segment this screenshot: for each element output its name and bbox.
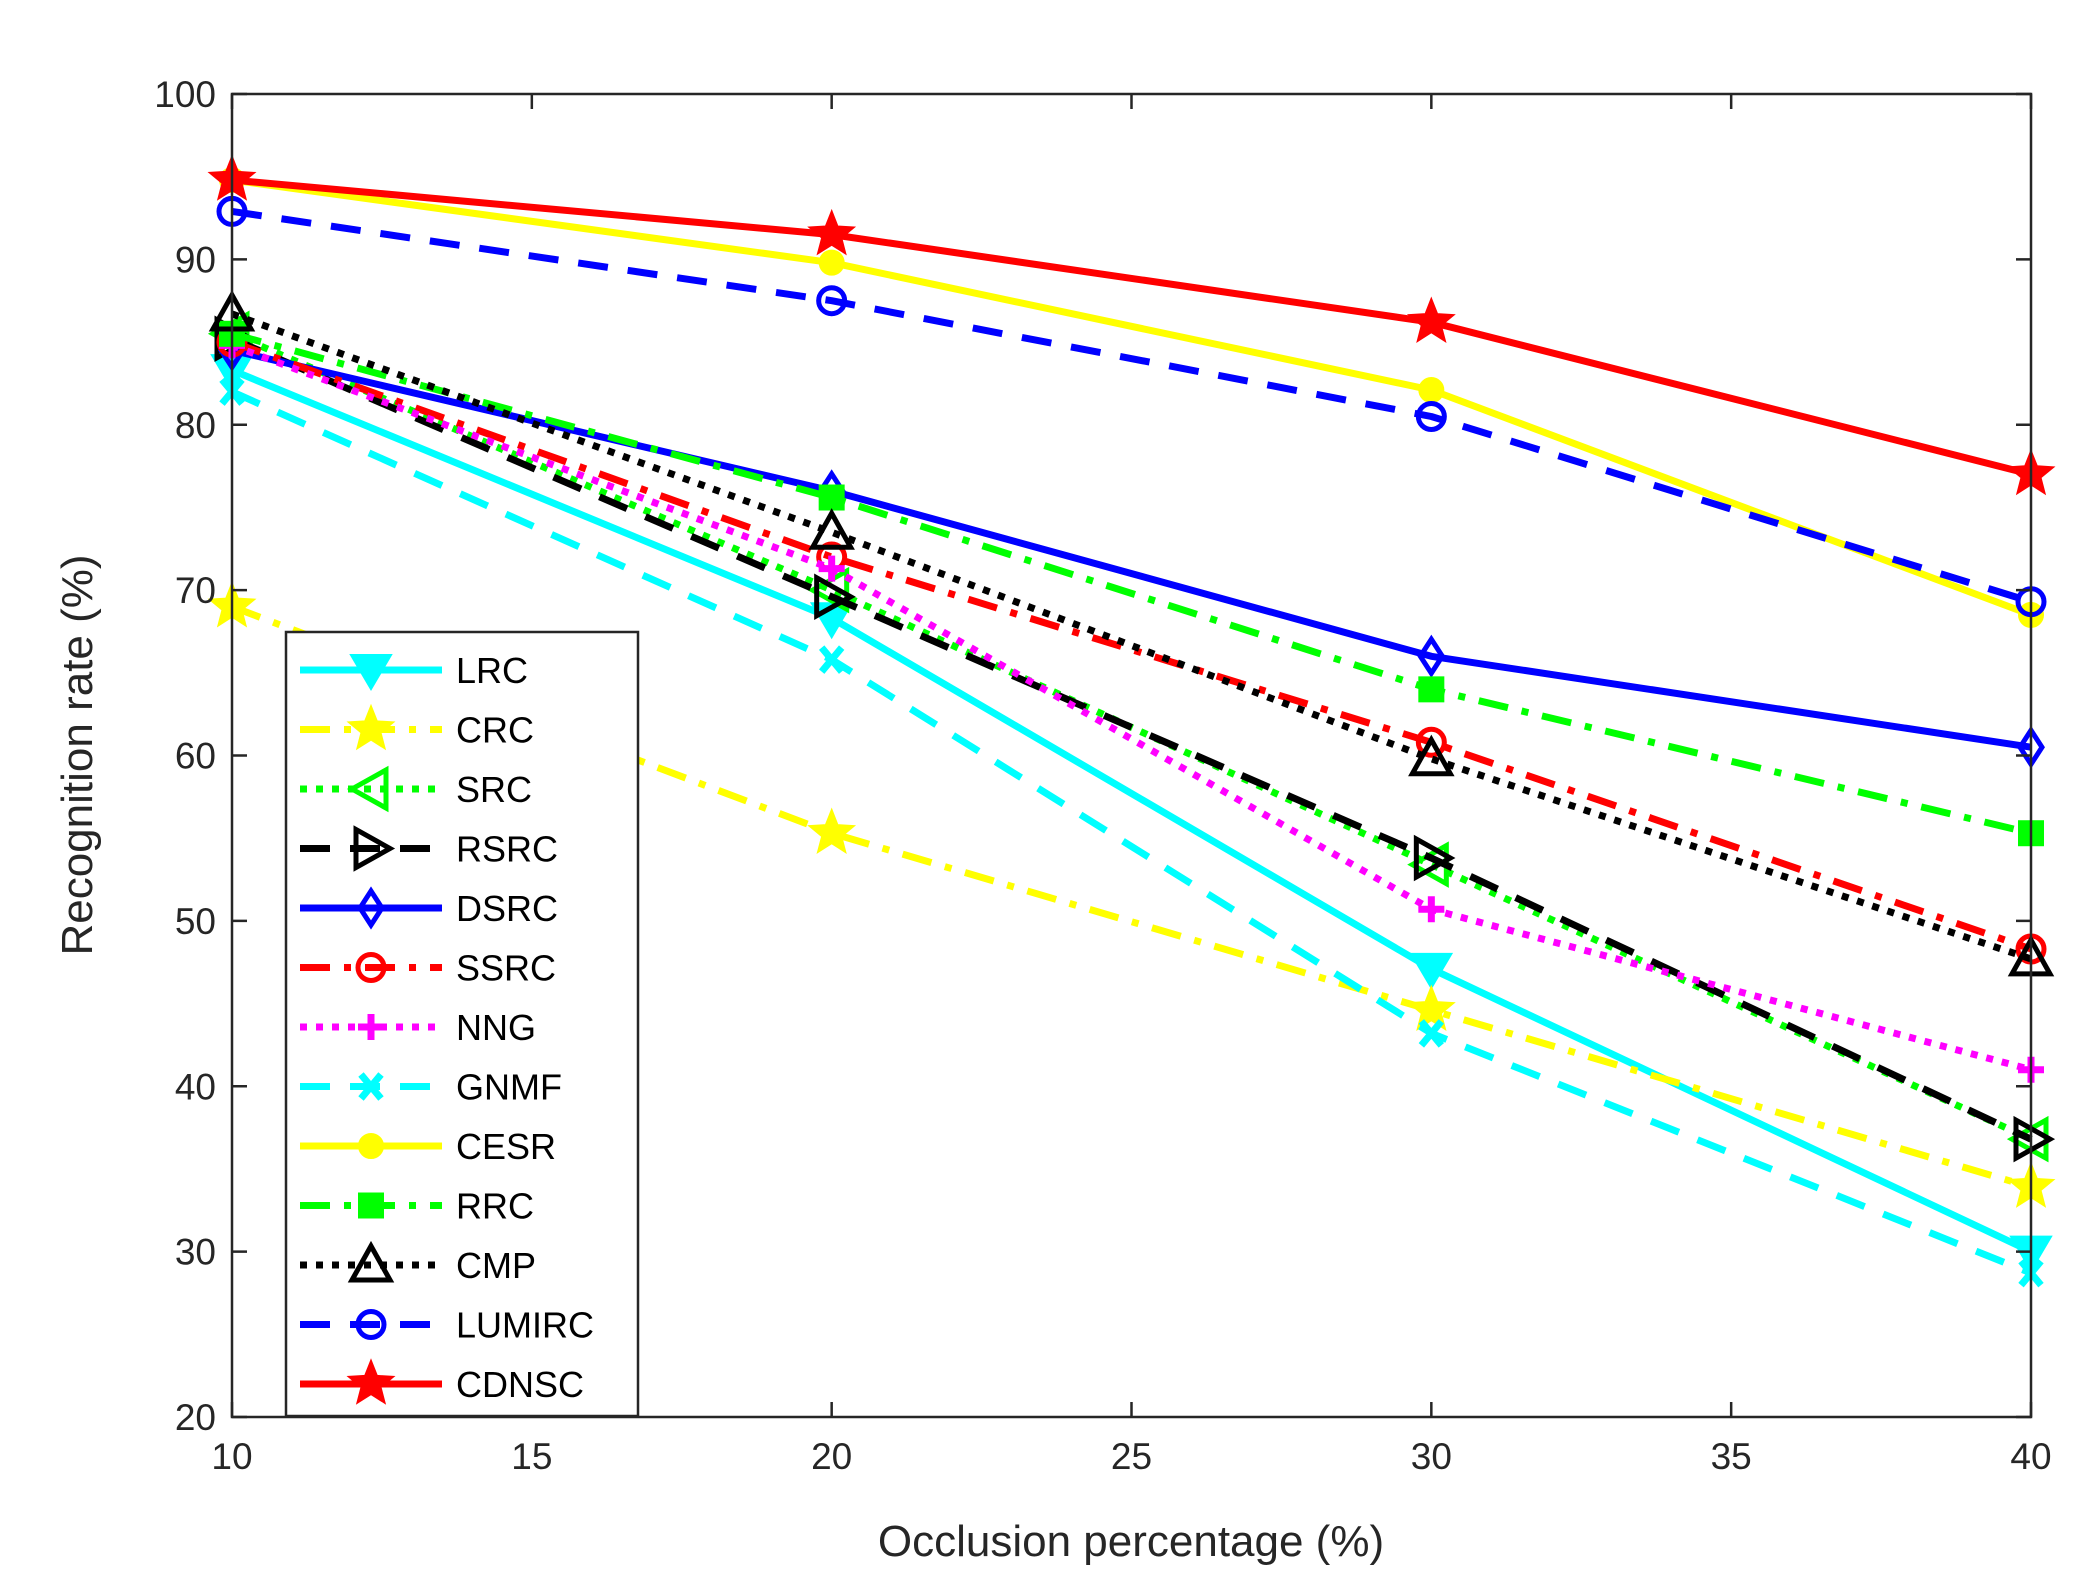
legend-marker-cdnsc bbox=[346, 1358, 396, 1405]
legend-marker-nng bbox=[358, 1014, 384, 1040]
data-point-rsrc bbox=[2013, 1115, 2056, 1163]
data-point-cdnsc bbox=[1406, 296, 1456, 344]
legend-label-ssrc: SSRC bbox=[456, 948, 556, 989]
legend-marker-ssrc bbox=[355, 952, 387, 983]
x-tick-label: 15 bbox=[511, 1436, 552, 1477]
y-tick-label: 70 bbox=[175, 570, 216, 611]
data-point-nng bbox=[818, 555, 845, 582]
legend-label-cesr: CESR bbox=[456, 1126, 556, 1167]
y-tick-label: 60 bbox=[175, 736, 216, 777]
y-tick-label: 40 bbox=[175, 1066, 216, 1107]
series-line-cesr bbox=[231, 176, 2033, 619]
x-axis-label: Occlusion percentage (%) bbox=[878, 1517, 1384, 1566]
y-axis-label: Recognition rate (%) bbox=[53, 554, 102, 955]
data-point-cdnsc bbox=[807, 208, 857, 256]
y-tick-label: 80 bbox=[175, 405, 216, 446]
legend-marker-lumirc bbox=[355, 1309, 387, 1340]
x-tick-label: 10 bbox=[211, 1436, 252, 1477]
series-line-dsrc bbox=[231, 346, 2032, 751]
series-cmp bbox=[208, 289, 2055, 977]
data-point-lumirc bbox=[816, 285, 848, 317]
x-tick-label: 30 bbox=[1411, 1436, 1452, 1477]
legend-label-nng: NNG bbox=[456, 1007, 536, 1048]
y-tick-label: 50 bbox=[175, 901, 216, 942]
data-point-gnmf bbox=[818, 645, 845, 674]
legend-label-src: SRC bbox=[456, 769, 532, 810]
x-tick-label: 40 bbox=[2010, 1436, 2051, 1477]
legend-marker-crc bbox=[346, 703, 396, 751]
legend-label-dsrc: DSRC bbox=[456, 888, 558, 929]
data-point-crc bbox=[807, 807, 857, 855]
legend-entry-rrc: RRC bbox=[300, 1186, 534, 1227]
y-tick-label: 100 bbox=[154, 74, 216, 115]
data-point-rsrc bbox=[1413, 834, 1456, 882]
legend-entry-cesr: CESR bbox=[300, 1126, 556, 1167]
data-point-rsrc bbox=[814, 573, 856, 621]
legend-label-gnmf: GNMF bbox=[456, 1067, 562, 1108]
legend-entry-ssrc: SSRC bbox=[300, 948, 556, 989]
legend-entry-crc: CRC bbox=[300, 703, 534, 751]
data-point-gnmf bbox=[1418, 1019, 1445, 1048]
legend-label-lumirc: LUMIRC bbox=[456, 1305, 594, 1346]
data-point-lrc bbox=[1409, 952, 1454, 990]
legend-entry-src: SRC bbox=[300, 765, 532, 813]
legend-entry-lumirc: LUMIRC bbox=[300, 1305, 594, 1346]
legend-entry-lrc: LRC bbox=[300, 650, 528, 691]
series-line-rrc bbox=[231, 330, 2032, 837]
legend-label-crc: CRC bbox=[456, 710, 534, 751]
data-point-cmp bbox=[808, 508, 855, 550]
x-tick-label: 20 bbox=[811, 1436, 852, 1477]
data-point-cmp bbox=[1408, 734, 1455, 777]
legend-marker-rrc bbox=[358, 1192, 384, 1219]
legend-entry-cmp: CMP bbox=[300, 1240, 536, 1286]
legend-marker-rsrc bbox=[353, 825, 396, 872]
y-tick-label: 20 bbox=[175, 1397, 216, 1438]
legend-entry-gnmf: GNMF bbox=[300, 1067, 562, 1108]
series-line-ssrc bbox=[230, 338, 2033, 953]
legend-entry-dsrc: DSRC bbox=[300, 886, 558, 930]
legend-marker-dsrc bbox=[357, 886, 385, 930]
legend-marker-lrc bbox=[349, 654, 393, 691]
data-point-crc bbox=[1406, 984, 1456, 1032]
legend-marker-cesr bbox=[358, 1133, 384, 1159]
legend-entry-nng: NNG bbox=[300, 1007, 536, 1048]
legend-label-lrc: LRC bbox=[456, 650, 528, 691]
series-rrc bbox=[219, 320, 2044, 847]
legend-label-cdnsc: CDNSC bbox=[456, 1364, 584, 1405]
data-point-ssrc bbox=[1415, 726, 1447, 758]
legend-marker-gnmf bbox=[358, 1072, 384, 1101]
series-line-gnmf bbox=[230, 388, 2033, 1277]
data-point-cesr bbox=[1418, 377, 1445, 404]
x-tick-label: 25 bbox=[1111, 1436, 1152, 1477]
data-point-rrc bbox=[1418, 676, 1445, 703]
ticks-layer: 10 15 20 25 30 35 40 20 30 40 50 60 70 80 90 100 bbox=[154, 74, 2051, 1477]
legend: LRC CRC SRC RSRC DSRC SSRC NNG GNMF CESR RRC CMP LU… bbox=[284, 630, 640, 1418]
series-line-rsrc bbox=[230, 335, 2033, 1143]
legend-marker-cmp bbox=[347, 1240, 395, 1283]
series-line-cdnsc bbox=[231, 176, 2032, 478]
series-line-lrc bbox=[230, 366, 2033, 1255]
legend-label-cmp: CMP bbox=[456, 1245, 536, 1286]
legend-box bbox=[284, 630, 640, 1418]
data-point-rrc bbox=[818, 484, 845, 511]
y-tick-label: 30 bbox=[175, 1232, 216, 1273]
legend-label-rsrc: RSRC bbox=[456, 829, 558, 870]
series-line-crc bbox=[230, 603, 2032, 1191]
legend-entry-cdnsc: CDNSC bbox=[300, 1358, 584, 1405]
data-point-lumirc bbox=[1415, 400, 1447, 432]
data-point-nng bbox=[1418, 896, 1445, 923]
data-point-dsrc bbox=[1417, 634, 1446, 678]
legend-entry-rsrc: RSRC bbox=[300, 825, 558, 872]
y-tick-label: 90 bbox=[175, 239, 216, 280]
legend-label-rrc: RRC bbox=[456, 1186, 534, 1227]
x-tick-label: 35 bbox=[1711, 1436, 1752, 1477]
legend-marker-src bbox=[346, 765, 389, 813]
data-point-cesr bbox=[818, 249, 845, 276]
series-line-lumirc bbox=[231, 207, 2033, 606]
